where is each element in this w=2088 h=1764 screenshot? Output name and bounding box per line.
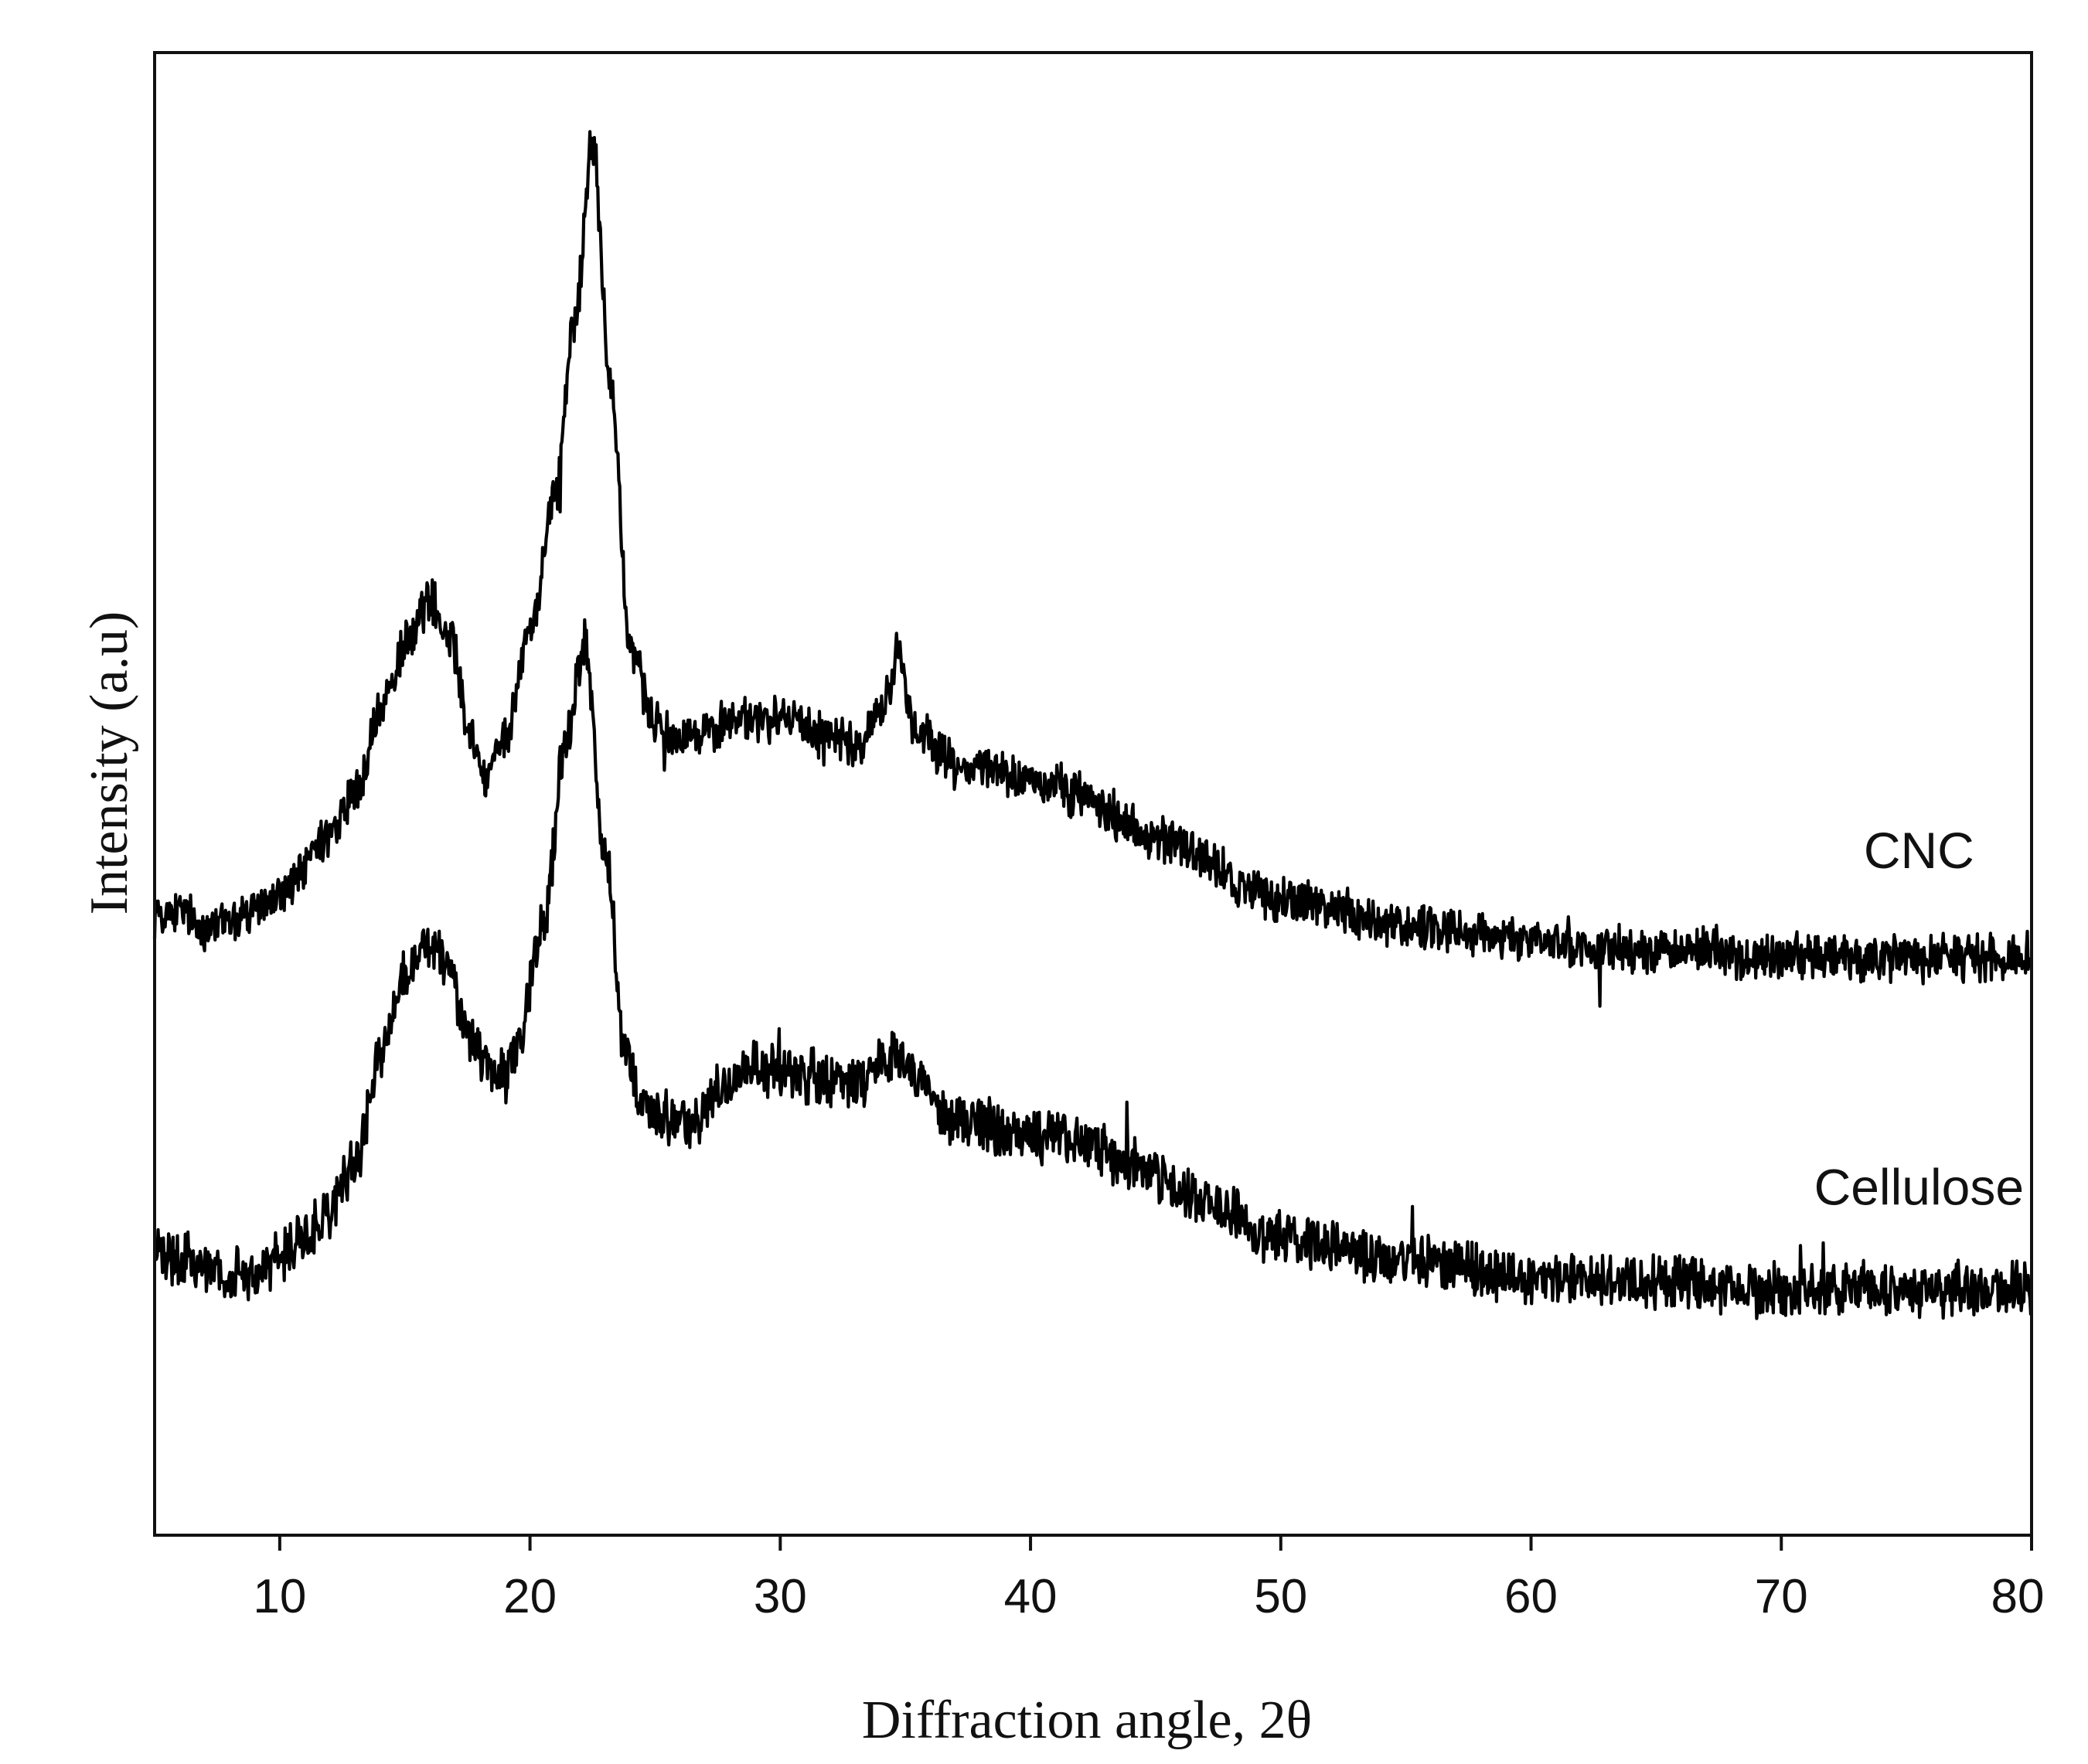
x-tick-label: 40 (1004, 1570, 1058, 1623)
x-tick-label: 50 (1254, 1570, 1307, 1623)
x-axis-title: Diffraction angle, 2θ (862, 1691, 1312, 1750)
series-layer (152, 130, 2033, 1320)
x-tick-label: 30 (754, 1570, 807, 1623)
x-axis: 10 20 30 40 50 60 70 80 (253, 1535, 2044, 1623)
series-labels: CNC Cellulose (1814, 822, 2024, 1215)
y-axis-title: Intensity (a.u) (80, 611, 139, 915)
plot-frame (153, 51, 2033, 1537)
series-label-cellulose: Cellulose (1814, 1158, 2024, 1215)
x-tick-label: 80 (1991, 1570, 2045, 1623)
series-line-cnc (152, 130, 2032, 1008)
x-tick-label: 70 (1755, 1570, 1808, 1623)
series-label-cnc: CNC (1864, 822, 1974, 879)
series-line-cellulose (152, 618, 2033, 1320)
x-tick-label: 60 (1504, 1570, 1558, 1623)
x-tick-label: 20 (503, 1570, 557, 1623)
x-tick-label: 10 (253, 1570, 306, 1623)
